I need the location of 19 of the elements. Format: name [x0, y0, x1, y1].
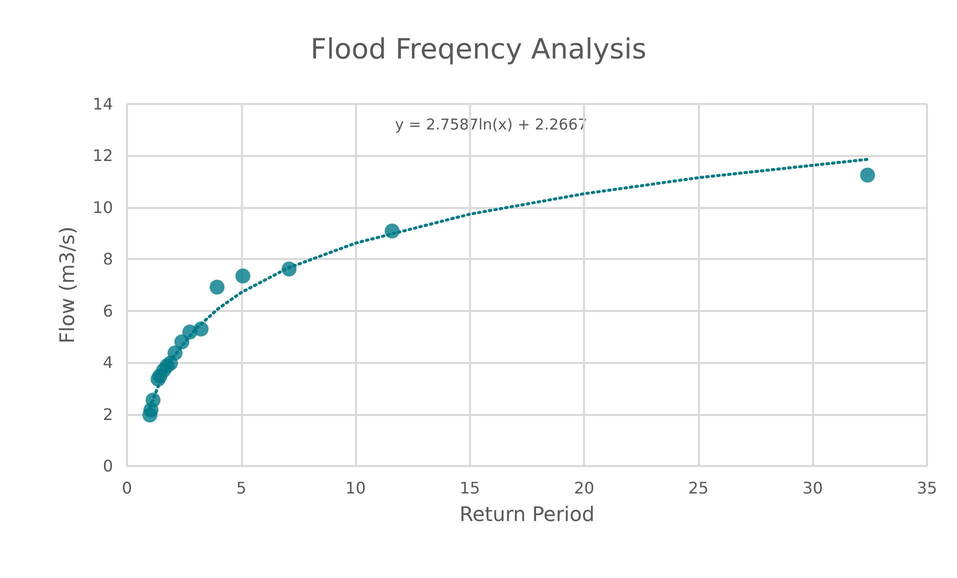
y-tick-label: 12 — [92, 146, 113, 166]
chart-title: Flood Freqency Analysis — [310, 32, 646, 66]
x-tick-label: 5 — [236, 478, 246, 498]
x-tick-label: 35 — [916, 478, 938, 498]
y-tick-label: 14 — [92, 94, 113, 114]
x-tick-label: 25 — [688, 478, 709, 498]
x-tick-label: 20 — [574, 478, 594, 498]
y-tick-label: 2 — [102, 404, 113, 424]
y-axis-title: Flow (m3/s) — [55, 226, 79, 344]
y-tick-label: 0 — [102, 456, 113, 476]
y-tick-label: 10 — [92, 198, 113, 217]
y-tick-label: 4 — [102, 353, 113, 372]
y-tick-label: 6 — [102, 301, 113, 320]
x-axis-title: Return Period — [459, 502, 595, 526]
x-tick-label: 15 — [460, 478, 480, 498]
y-tick-label: 8 — [102, 250, 113, 269]
x-tick-label: 0 — [122, 478, 132, 498]
x-tick-label: 10 — [345, 478, 366, 498]
x-tick-label: 30 — [802, 478, 823, 498]
